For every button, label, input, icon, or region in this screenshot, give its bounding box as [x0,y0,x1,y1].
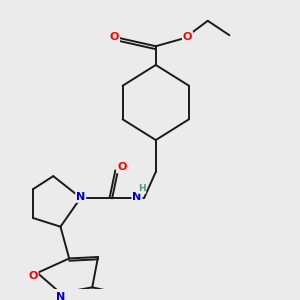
Text: O: O [117,163,126,172]
Text: O: O [110,32,119,42]
Text: O: O [28,271,38,281]
Text: N: N [56,292,66,300]
Text: N: N [132,192,142,202]
Text: N: N [76,192,85,202]
Text: H: H [138,184,146,193]
Text: O: O [183,32,192,42]
